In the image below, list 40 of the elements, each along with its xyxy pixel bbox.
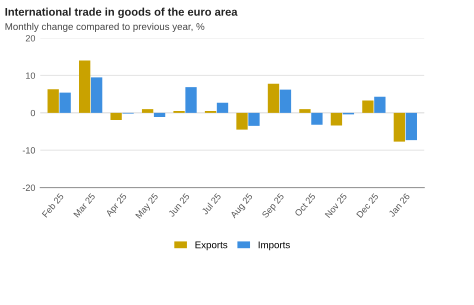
bar bbox=[311, 112, 323, 125]
bar bbox=[299, 109, 311, 113]
bar bbox=[280, 90, 292, 113]
x-tick-label: Jun 25 bbox=[168, 192, 190, 218]
bar bbox=[248, 112, 260, 126]
bar bbox=[59, 92, 71, 113]
x-tick-label: Mar 25 bbox=[73, 192, 96, 218]
y-tick-label: 10 bbox=[26, 72, 36, 79]
x-tick-label: Sep 25 bbox=[262, 192, 286, 220]
x-tick-label: Jan 26 bbox=[388, 192, 410, 218]
y-tick-label: -20 bbox=[22, 184, 36, 191]
bar bbox=[185, 87, 197, 113]
chart-title: International trade in goods of the euro area bbox=[5, 8, 238, 18]
x-tick-label: Apr 25 bbox=[105, 192, 128, 218]
bar bbox=[374, 96, 386, 113]
bar bbox=[330, 112, 342, 126]
legend-label: Exports bbox=[196, 242, 228, 250]
bar bbox=[142, 109, 154, 113]
x-tick-label: Dec 25 bbox=[356, 192, 379, 218]
x-tick-label: Jul 25 bbox=[201, 192, 222, 216]
y-tick-label: 20 bbox=[26, 35, 36, 42]
x-tick-label: Aug 25 bbox=[230, 192, 254, 220]
x-tick-label: Oct 25 bbox=[294, 192, 316, 217]
bar bbox=[48, 89, 59, 113]
bar bbox=[362, 100, 374, 113]
y-tick-label: 0 bbox=[30, 110, 36, 116]
bar bbox=[110, 112, 122, 120]
bar bbox=[90, 77, 102, 113]
bar bbox=[236, 112, 248, 130]
chart-subtitle: Monthly change compared to previous year, % bbox=[6, 22, 204, 32]
y-tick-label: -10 bbox=[22, 147, 36, 154]
bar bbox=[216, 102, 228, 113]
legend-label: Imports bbox=[258, 242, 290, 250]
bar bbox=[79, 60, 90, 113]
bar bbox=[406, 112, 417, 140]
x-tick-label: Nov 25 bbox=[324, 192, 348, 218]
bar bbox=[268, 84, 280, 113]
x-tick-label: Feb 25 bbox=[42, 192, 64, 218]
bar bbox=[394, 112, 406, 142]
bar bbox=[154, 112, 166, 117]
